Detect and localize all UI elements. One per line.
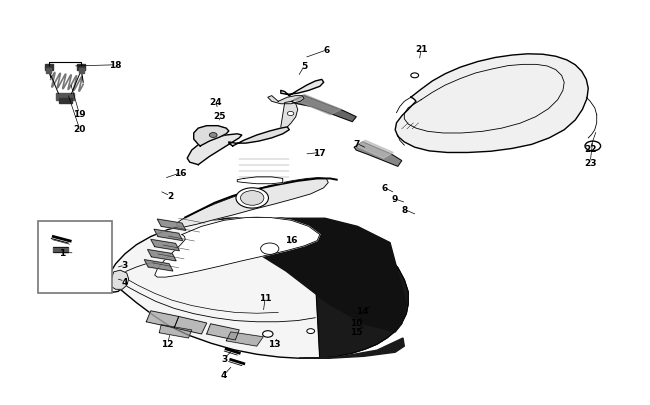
Circle shape [236, 188, 268, 209]
Polygon shape [155, 218, 320, 277]
Text: 17: 17 [313, 149, 326, 158]
Circle shape [307, 329, 315, 334]
Circle shape [263, 331, 273, 337]
Polygon shape [187, 134, 242, 165]
Text: 1: 1 [58, 249, 65, 258]
Circle shape [585, 142, 601, 151]
Text: 22: 22 [584, 145, 597, 153]
Text: 3: 3 [122, 261, 128, 270]
Text: 16: 16 [285, 235, 298, 244]
Text: 6: 6 [382, 184, 388, 193]
Polygon shape [356, 141, 393, 159]
Text: 24: 24 [209, 98, 222, 107]
Text: 9: 9 [391, 195, 398, 204]
Polygon shape [281, 219, 408, 358]
Polygon shape [207, 324, 239, 340]
Polygon shape [291, 96, 356, 122]
Circle shape [209, 133, 217, 138]
Text: 12: 12 [161, 339, 174, 348]
Polygon shape [148, 250, 176, 261]
Polygon shape [237, 177, 283, 184]
Text: 10: 10 [350, 319, 363, 328]
Polygon shape [268, 96, 304, 104]
Polygon shape [177, 178, 328, 228]
Polygon shape [109, 271, 129, 290]
Text: 14: 14 [356, 307, 369, 315]
Text: 19: 19 [73, 110, 86, 119]
Bar [79, 69, 84, 74]
Text: 8: 8 [401, 205, 408, 214]
Text: 6: 6 [324, 46, 330, 55]
Bar [58, 99, 72, 104]
Bar [45, 64, 53, 71]
Polygon shape [157, 220, 186, 231]
Polygon shape [395, 55, 588, 153]
Text: 5: 5 [301, 62, 307, 71]
Bar [38, 222, 112, 294]
Text: 21: 21 [415, 45, 428, 54]
Bar [46, 69, 51, 74]
Text: 15: 15 [350, 327, 363, 336]
Polygon shape [226, 332, 263, 346]
Text: 7: 7 [353, 139, 359, 148]
Text: 4: 4 [122, 277, 128, 286]
Polygon shape [159, 325, 192, 338]
Polygon shape [144, 260, 173, 271]
Text: 11: 11 [259, 293, 272, 302]
Bar [56, 94, 74, 100]
Polygon shape [146, 311, 179, 328]
Text: 3: 3 [221, 354, 228, 363]
Circle shape [261, 243, 279, 255]
Polygon shape [151, 240, 179, 251]
Polygon shape [221, 219, 406, 332]
Text: 13: 13 [268, 339, 281, 348]
Text: 25: 25 [213, 112, 226, 121]
Circle shape [240, 191, 264, 206]
Polygon shape [294, 95, 341, 115]
Text: 18: 18 [109, 61, 122, 70]
Text: 2: 2 [167, 192, 174, 201]
Polygon shape [354, 143, 402, 167]
Circle shape [411, 74, 419, 79]
Polygon shape [104, 218, 408, 358]
Polygon shape [174, 317, 207, 334]
Text: 4: 4 [221, 370, 228, 379]
Polygon shape [154, 230, 183, 241]
Polygon shape [281, 102, 298, 128]
Polygon shape [299, 338, 404, 358]
Bar [53, 247, 68, 252]
Text: 20: 20 [73, 124, 86, 133]
Circle shape [287, 112, 294, 116]
Polygon shape [281, 80, 324, 96]
Polygon shape [229, 128, 289, 147]
Text: 23: 23 [584, 158, 597, 167]
Text: 16: 16 [174, 169, 187, 178]
Polygon shape [194, 126, 229, 147]
Bar [77, 64, 85, 71]
